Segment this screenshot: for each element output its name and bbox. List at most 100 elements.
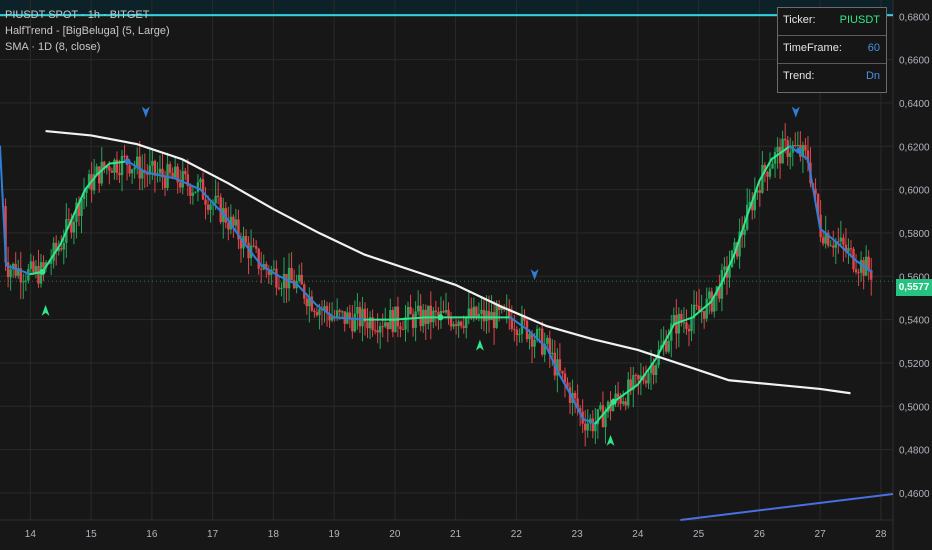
halftrend-segment [570, 394, 585, 421]
candle-body [239, 239, 243, 249]
sell-signal-arrow-icon [141, 106, 150, 118]
halftrend-segment [108, 160, 129, 165]
candle-body [201, 179, 205, 200]
candle-body [728, 267, 731, 278]
candle-body [738, 231, 741, 257]
candle-body [864, 256, 868, 276]
x-tick-label: 20 [389, 529, 401, 540]
candle-body [437, 312, 440, 316]
y-tick-label: 0,5800 [899, 229, 930, 240]
candle-body [128, 165, 131, 174]
y-tick-label: 0,6800 [899, 12, 930, 23]
candle-body [54, 242, 58, 251]
x-tick-label: 15 [86, 529, 98, 540]
halftrend-segment [144, 171, 178, 180]
candle-body [652, 365, 655, 375]
candle-body [52, 242, 55, 261]
table-divider [778, 63, 886, 64]
candle-body [227, 222, 230, 230]
candle-body [313, 310, 316, 313]
candle-body [584, 423, 587, 431]
candle-body [323, 306, 326, 310]
ticker-value: PIUSDT [839, 14, 880, 26]
candle-body [862, 260, 865, 276]
candle-body [77, 202, 81, 216]
candle-body [103, 161, 106, 169]
candle-body [153, 160, 157, 176]
candle-body [171, 172, 174, 178]
candle-body [708, 291, 711, 299]
halftrend-segment [746, 179, 761, 217]
candle-body [363, 308, 367, 322]
candle-body [837, 241, 840, 243]
candle-body [576, 398, 579, 409]
drawn-trend-line [680, 493, 894, 521]
sma-line [45, 129, 851, 395]
halftrend-segment [260, 264, 281, 278]
candle-body [214, 195, 217, 204]
candle-body [399, 326, 402, 330]
y-tick-label: 0,6000 [899, 186, 930, 197]
candle-body [173, 166, 177, 178]
candle-body [252, 245, 255, 247]
candle-body [257, 248, 260, 269]
candle-body [457, 321, 460, 327]
candle-body [470, 308, 473, 318]
candle-body [330, 317, 334, 321]
trend-change-dot [39, 268, 46, 275]
x-tick-label: 14 [25, 529, 37, 540]
candle-body [705, 298, 708, 319]
candle-body [766, 171, 769, 177]
sma-indicator-label[interactable]: SMA · 1D (8, close) [5, 41, 101, 53]
x-tick-label: 16 [146, 529, 158, 540]
halftrend-segment [41, 242, 62, 273]
candle-body [151, 160, 154, 166]
candle-body [194, 191, 197, 193]
halftrend-segment [59, 188, 87, 245]
candle-body [429, 305, 433, 323]
candle-body [348, 312, 352, 319]
candle-body [206, 204, 210, 210]
candle-body [416, 305, 420, 312]
candle-body [338, 310, 341, 312]
candle-body [629, 379, 632, 391]
candle-body [335, 310, 339, 318]
candle-body [204, 199, 207, 205]
y-tick-label: 0,5600 [899, 272, 930, 283]
candle-body [57, 248, 60, 251]
candle-body [854, 269, 858, 273]
halftrend-segment [545, 346, 560, 375]
halftrend-indicator-label[interactable]: HalfTrend - [BigBeluga] (5, Large) [5, 25, 170, 37]
candle-body [796, 144, 800, 147]
halftrend-segment [84, 173, 99, 191]
candle-body [789, 152, 792, 157]
candle-body [146, 172, 149, 175]
candle-body [546, 337, 549, 344]
candle-body [713, 295, 716, 312]
candle-body [804, 145, 807, 151]
candle-body [533, 339, 536, 347]
candle-body [434, 310, 438, 313]
candle-body [189, 186, 192, 196]
timeframe-row: TimeFrame: 60 [783, 42, 880, 60]
candle-body [404, 317, 407, 330]
symbol-label[interactable]: PIUSDT SPOT · 1h · BITGET [5, 9, 150, 21]
candle-body [821, 237, 825, 244]
candle-body [639, 375, 643, 380]
candle-body [513, 329, 516, 331]
candle-body [490, 312, 493, 321]
candle-body [158, 168, 162, 174]
candle-body [459, 321, 463, 326]
candle-body [847, 248, 850, 252]
candle-body [690, 318, 693, 332]
halftrend-segment [527, 329, 548, 349]
halftrend-segment [393, 316, 427, 321]
buy-signal-arrow-icon [41, 304, 50, 316]
candle-body [778, 146, 782, 164]
candle-body [130, 169, 134, 174]
candle-body [67, 219, 71, 221]
candle-body [695, 304, 698, 307]
halftrend-segment [175, 177, 202, 191]
candle-body [199, 179, 202, 183]
